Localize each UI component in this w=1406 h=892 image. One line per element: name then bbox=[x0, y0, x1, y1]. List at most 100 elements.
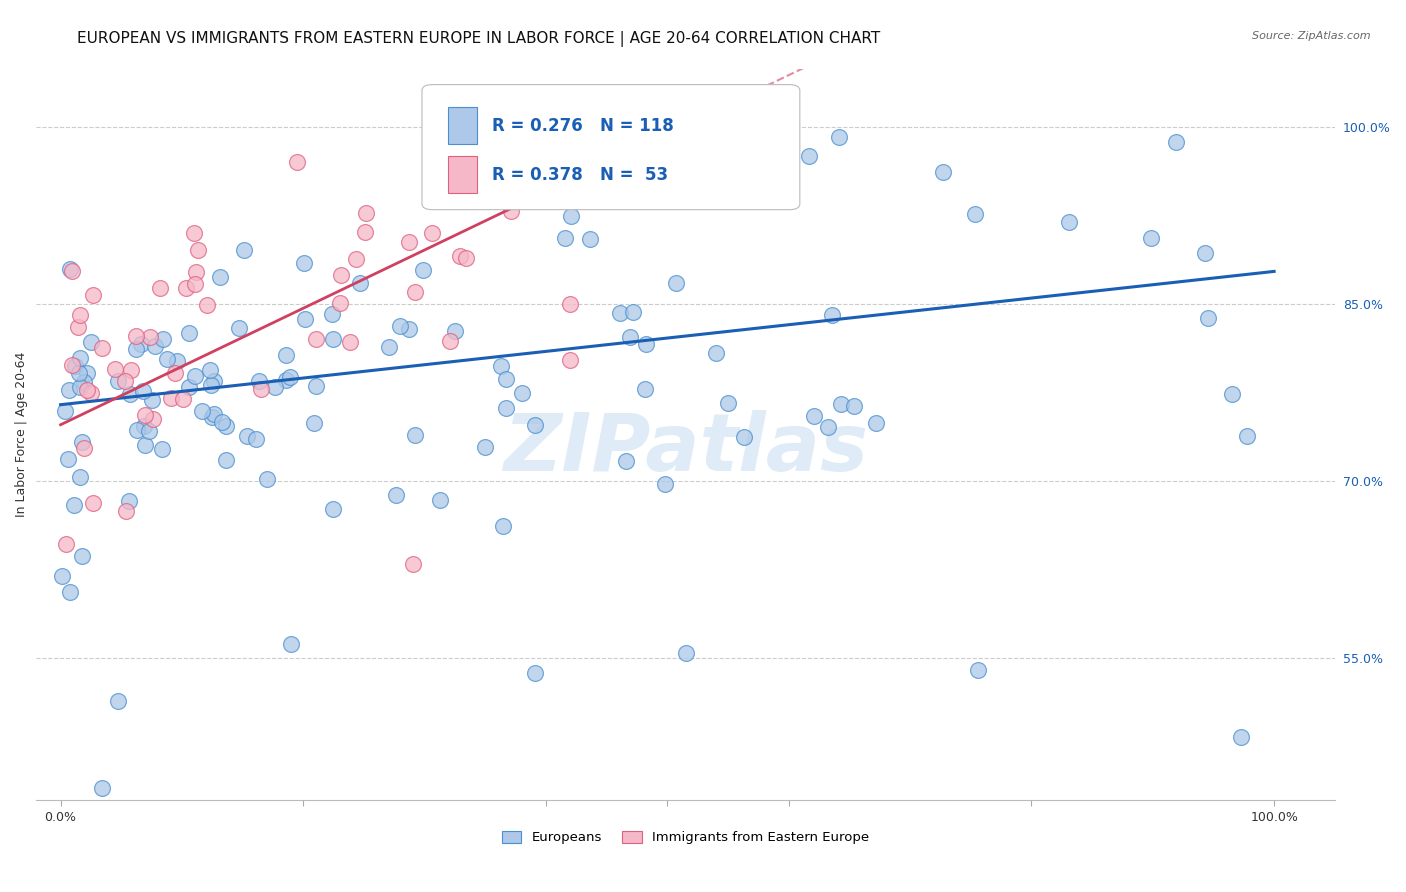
Point bbox=[60, 263, 83, 277]
Point bbox=[454, 252, 477, 266]
Point bbox=[62, 498, 84, 512]
Point bbox=[201, 410, 224, 425]
Point bbox=[1236, 429, 1258, 443]
Point bbox=[616, 454, 638, 468]
Point bbox=[1220, 386, 1243, 401]
Point bbox=[60, 359, 83, 373]
Point bbox=[512, 385, 534, 400]
Point bbox=[491, 193, 513, 207]
Point bbox=[72, 549, 94, 563]
Point bbox=[967, 663, 990, 677]
Point bbox=[183, 227, 205, 241]
Point bbox=[228, 320, 250, 334]
Point bbox=[402, 557, 425, 571]
Legend: Europeans, Immigrants from Eastern Europe: Europeans, Immigrants from Eastern Europ… bbox=[502, 831, 869, 845]
Point bbox=[215, 419, 238, 434]
Point bbox=[191, 404, 214, 418]
Point bbox=[354, 225, 377, 239]
Point bbox=[675, 647, 697, 661]
Point bbox=[398, 322, 420, 336]
Point bbox=[344, 252, 367, 266]
Point bbox=[305, 379, 328, 393]
Point bbox=[174, 281, 197, 295]
Point bbox=[65, 359, 87, 373]
Text: ZIPatlas: ZIPatlas bbox=[503, 409, 868, 488]
Point bbox=[444, 324, 467, 338]
Point bbox=[187, 243, 209, 257]
Point bbox=[125, 342, 148, 356]
Point bbox=[636, 336, 658, 351]
Point bbox=[609, 306, 631, 320]
Point bbox=[329, 295, 352, 310]
Point bbox=[215, 453, 238, 467]
Point bbox=[184, 265, 207, 279]
Point bbox=[412, 262, 434, 277]
Text: R = 0.276   N = 118: R = 0.276 N = 118 bbox=[492, 117, 673, 135]
Point bbox=[236, 429, 259, 443]
Point bbox=[495, 372, 517, 386]
Point bbox=[278, 370, 301, 384]
Point bbox=[803, 409, 825, 424]
Point bbox=[209, 270, 232, 285]
Point bbox=[398, 235, 420, 249]
Point bbox=[80, 335, 103, 350]
Point bbox=[104, 361, 127, 376]
Point bbox=[865, 416, 887, 430]
Point bbox=[120, 363, 142, 377]
Point bbox=[149, 281, 172, 295]
Point bbox=[821, 308, 844, 322]
Point bbox=[560, 297, 582, 311]
Point bbox=[621, 305, 644, 319]
Point bbox=[389, 319, 412, 334]
Point bbox=[654, 477, 676, 491]
Point bbox=[69, 470, 91, 484]
Point bbox=[560, 153, 582, 167]
Point bbox=[665, 276, 688, 290]
Point bbox=[80, 385, 103, 400]
Point bbox=[263, 380, 285, 394]
Point bbox=[177, 326, 200, 340]
Point bbox=[474, 440, 496, 454]
Text: EUROPEAN VS IMMIGRANTS FROM EASTERN EUROPE IN LABOR FORCE | AGE 20-64 CORRELATIO: EUROPEAN VS IMMIGRANTS FROM EASTERN EURO… bbox=[77, 31, 880, 47]
Point bbox=[1194, 246, 1216, 260]
Point bbox=[67, 367, 90, 381]
Point bbox=[125, 423, 148, 437]
Point bbox=[132, 419, 155, 434]
Point bbox=[828, 130, 851, 145]
Point bbox=[156, 351, 179, 366]
Point bbox=[129, 336, 152, 351]
Point bbox=[198, 363, 221, 377]
Point bbox=[195, 298, 218, 312]
Point bbox=[114, 375, 136, 389]
Point bbox=[322, 332, 344, 346]
Point bbox=[560, 186, 582, 200]
Point bbox=[132, 384, 155, 399]
FancyBboxPatch shape bbox=[449, 156, 477, 193]
Point bbox=[58, 383, 80, 397]
Point bbox=[495, 401, 517, 415]
Point bbox=[560, 352, 582, 367]
Point bbox=[67, 319, 90, 334]
Point bbox=[134, 438, 156, 452]
Point bbox=[76, 367, 98, 381]
Point bbox=[120, 386, 142, 401]
Point bbox=[107, 693, 129, 707]
Point bbox=[143, 339, 166, 353]
Point bbox=[842, 400, 865, 414]
Point bbox=[499, 204, 522, 219]
Point bbox=[494, 139, 516, 153]
Point bbox=[202, 407, 225, 421]
Point bbox=[633, 383, 655, 397]
Point bbox=[150, 442, 173, 457]
Point bbox=[172, 392, 194, 407]
Point bbox=[305, 332, 328, 346]
Point bbox=[560, 209, 582, 223]
Point bbox=[429, 492, 451, 507]
Point bbox=[797, 149, 820, 163]
FancyBboxPatch shape bbox=[422, 85, 800, 210]
Point bbox=[817, 419, 839, 434]
Point bbox=[439, 334, 461, 348]
Point bbox=[523, 417, 546, 432]
Point bbox=[285, 154, 308, 169]
Point bbox=[76, 383, 98, 397]
